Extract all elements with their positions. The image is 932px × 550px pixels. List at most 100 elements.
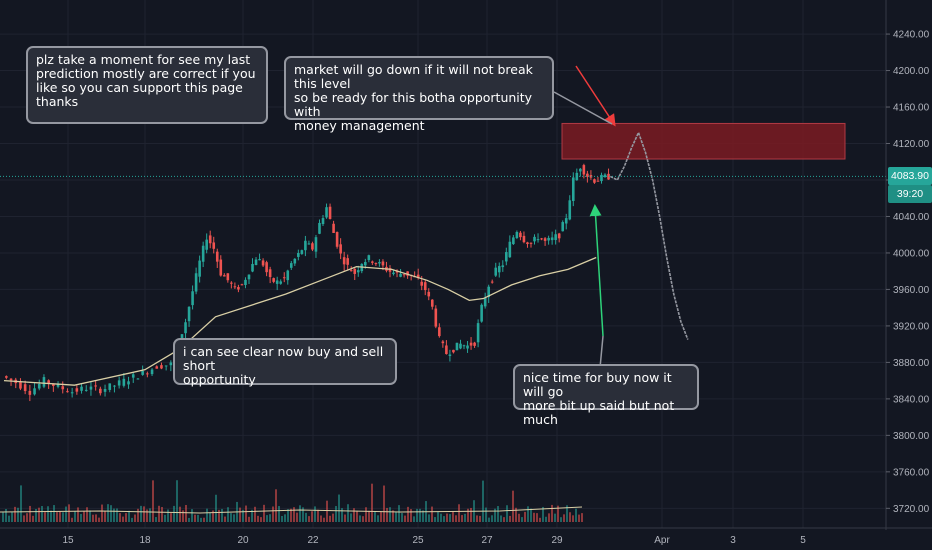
candle-body (346, 258, 349, 265)
candle-body (258, 259, 261, 261)
volume-bar (191, 509, 193, 522)
candle-body (314, 237, 318, 252)
candle-body (117, 380, 121, 386)
candle-body (155, 366, 159, 369)
volume-bar (26, 513, 28, 522)
annotation-top-left[interactable]: plz take a moment for see my last predic… (26, 46, 268, 124)
volume-bar (575, 508, 577, 522)
volume-bar (443, 516, 445, 522)
candle-body (113, 385, 116, 387)
current-price-label: 4083.90 (888, 167, 932, 185)
candle-body (466, 345, 469, 349)
volume-bar (539, 517, 541, 522)
volume-bar (461, 515, 463, 522)
volume-bar (497, 506, 499, 522)
volume-bar (221, 508, 223, 522)
candle-body (487, 286, 490, 298)
candle-body (321, 218, 325, 225)
volume-bar (506, 505, 508, 522)
volume-bar (176, 480, 178, 522)
volume-bar (482, 480, 484, 522)
candle-body (212, 242, 216, 249)
volume-bar (125, 513, 127, 522)
candle-body (141, 370, 144, 375)
candle-body (230, 282, 233, 284)
candle-body (169, 362, 173, 366)
y-tick-label: 4160.00 (893, 103, 930, 114)
candle-body (289, 263, 293, 268)
volume-bar (158, 505, 160, 522)
candle-body (441, 341, 445, 344)
candle-body (586, 173, 589, 177)
candle-body (335, 232, 339, 247)
volume-bar (119, 513, 121, 522)
volume-bar (179, 506, 181, 522)
candle-body (374, 263, 378, 265)
volume-bar (11, 512, 13, 522)
candle-body (371, 261, 374, 263)
candle-body (268, 269, 272, 278)
candle-body (244, 279, 247, 285)
volume-bar (554, 513, 556, 522)
candle-body (469, 342, 473, 346)
volume-bar (284, 514, 286, 522)
volume-bar (188, 517, 190, 522)
candle-body (237, 287, 240, 290)
candle-body (265, 262, 268, 273)
volume-bar (503, 517, 505, 522)
candle-body (547, 237, 550, 241)
volume-bar (437, 512, 439, 522)
candle-body (462, 345, 466, 347)
volume-bar (359, 515, 361, 522)
annotation-top-center[interactable]: market will go down if it will not break… (284, 56, 554, 133)
volume-bar (68, 504, 70, 522)
volume-bar (86, 507, 88, 522)
volume-bar (32, 515, 34, 522)
green-arrow (589, 204, 604, 337)
x-tick-label: 20 (237, 535, 249, 546)
candle-body (300, 250, 304, 254)
candle-body (233, 286, 237, 288)
volume-bar (530, 508, 532, 522)
moving-average (3, 256, 597, 386)
volume-bar (557, 505, 559, 522)
annotation-middle[interactable]: i can see clear now buy and sell short o… (173, 338, 397, 387)
candle-body (293, 258, 297, 264)
volume-bar (566, 505, 568, 522)
volume-bar (452, 511, 454, 522)
volume-bar (320, 515, 322, 522)
volume-bar (542, 506, 544, 522)
volume-bar (41, 506, 43, 522)
candle-body (219, 259, 223, 276)
countdown-label: 39:20 (888, 185, 932, 203)
volume-bar (95, 514, 97, 522)
candle-body (353, 268, 357, 274)
volume-bar (581, 513, 583, 522)
volume-bar (89, 510, 91, 522)
candle-body (522, 235, 526, 243)
candle-body (304, 240, 307, 251)
candle-body (452, 349, 455, 353)
candle-body (89, 386, 93, 390)
candle-body (47, 380, 50, 385)
candle-body (508, 241, 512, 258)
volume-bar (422, 510, 424, 522)
volume-bar (197, 514, 199, 522)
volume-bar (548, 513, 550, 522)
candle-body (122, 378, 126, 386)
candle-body (455, 342, 459, 351)
candle-body (392, 272, 395, 275)
volume-bar (35, 509, 37, 522)
candle-body (564, 218, 568, 224)
candle-body (150, 369, 154, 375)
x-tick-label: 29 (551, 535, 563, 546)
volume-bar (434, 517, 436, 522)
candle-body (490, 281, 494, 283)
volume-bar (488, 517, 490, 522)
volume-bar (92, 514, 94, 522)
x-tick-label: 15 (62, 535, 74, 546)
candle-body (52, 383, 55, 386)
annotation-bottom-right[interactable]: nice time for buy now it will go more bi… (513, 364, 699, 427)
candle-body (332, 223, 335, 233)
candle-body (381, 261, 385, 266)
